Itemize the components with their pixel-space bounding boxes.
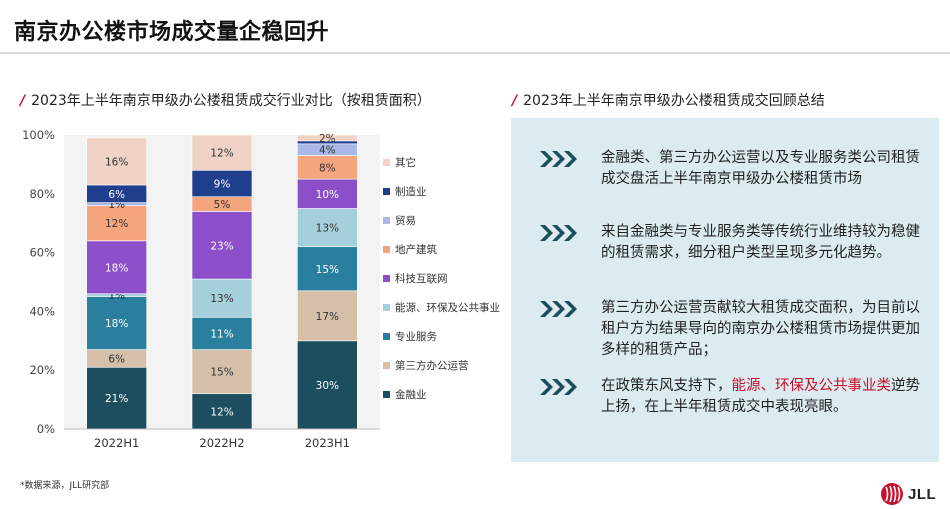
x-tick-label: 2023H1 xyxy=(305,436,350,450)
legend-swatch xyxy=(383,304,390,311)
jll-logo-text: JLL xyxy=(908,485,937,503)
summary-bullet: 来自金融类与专业服务类等传统行业维持较为稳健的租赁需求，细分租户类型呈现多元化趋… xyxy=(539,222,931,264)
data-label: 18% xyxy=(105,262,128,274)
legend-swatch xyxy=(383,362,390,369)
data-label: 11% xyxy=(210,328,233,340)
legend-label: 地产建筑 xyxy=(395,243,437,256)
y-tick-label: 100% xyxy=(22,128,55,142)
summary-bullet: 在政策东风支持下，能源、环保及公共事业类逆势上扬，在上半年租赁成交中表现亮眼。 xyxy=(539,376,931,418)
bullet-text-before: 在政策东风支持下， xyxy=(601,378,732,394)
data-label: 6% xyxy=(108,353,125,365)
summary-panel: 金融类、第三方办公运营以及专业服务类公司租赁成交盘活上半年南京甲级办公楼租赁市场… xyxy=(511,118,939,462)
data-label: 8% xyxy=(319,162,336,174)
heading-slash-icon: / xyxy=(20,93,26,109)
data-label: 5% xyxy=(214,199,231,211)
legend-swatch xyxy=(383,217,390,224)
bar-segment xyxy=(191,393,253,430)
page-title: 南京办公楼市场成交量企稳回升 xyxy=(14,20,330,45)
legend-swatch xyxy=(383,333,390,340)
bar-segment xyxy=(191,349,253,395)
jll-logo: JLL xyxy=(880,482,936,506)
triple-chevron-icon xyxy=(540,379,577,395)
data-label: 12% xyxy=(105,218,128,230)
chart-heading: / 2023年上半年南京甲级办公楼租赁成交行业对比（按租赁面积） xyxy=(20,90,431,110)
bar-segment xyxy=(191,211,253,280)
data-label: 15% xyxy=(316,264,339,276)
stacked-bar-chart: 0%20%40%60%80%100%21%6%18%1%18%12%1%6%16… xyxy=(22,128,500,450)
data-label: 17% xyxy=(316,311,339,323)
y-tick-label: 60% xyxy=(29,246,55,260)
title-divider xyxy=(0,52,950,54)
chart-heading-text: 2023年上半年南京甲级办公楼租赁成交行业对比（按租赁面积） xyxy=(31,93,431,109)
triple-chevron-icon xyxy=(540,225,577,241)
legend-label: 制造业 xyxy=(395,185,427,198)
legend-swatch xyxy=(383,275,390,282)
summary-bullet-text: 在政策东风支持下，能源、环保及公共事业类逆势上扬，在上半年租赁成交中表现亮眼。 xyxy=(601,376,931,418)
data-label: 18% xyxy=(105,318,128,330)
summary-bullet-text: 来自金融类与专业服务类等传统行业维持较为稳健的租赁需求，细分租户类型呈现多元化趋… xyxy=(601,224,920,261)
data-label: 12% xyxy=(210,406,233,418)
bar-segment xyxy=(297,290,358,342)
bar-segment xyxy=(86,137,147,186)
summary-bullet: 金融类、第三方办公运营以及专业服务类公司租赁成交盘活上半年南京甲级办公楼租赁市场 xyxy=(539,148,931,190)
data-label: 23% xyxy=(210,240,233,252)
legend-swatch xyxy=(383,188,390,195)
x-tick-label: 2022H2 xyxy=(199,436,244,450)
data-label: 10% xyxy=(316,189,339,201)
legend-swatch xyxy=(383,391,390,398)
summary-bullet-text: 金融类、第三方办公运营以及专业服务类公司租赁成交盘活上半年南京甲级办公楼租赁市场 xyxy=(601,150,920,187)
bar-segment xyxy=(297,134,358,142)
data-label: 6% xyxy=(108,189,125,201)
bar-segment xyxy=(191,278,253,318)
legend-label: 贸易 xyxy=(395,215,416,227)
triple-chevron-icon xyxy=(540,301,577,317)
y-tick-label: 40% xyxy=(29,304,55,318)
bar-segment xyxy=(86,296,147,350)
data-label: 2% xyxy=(319,133,336,145)
summary-bullet-text: 第三方办公运营贡献较大租赁成交面积，为目前以租户方为结果导向的南京办公楼租赁市场… xyxy=(601,300,920,358)
data-label: 9% xyxy=(214,179,231,191)
legend-label: 第三方办公运营 xyxy=(395,359,469,372)
triple-chevron-icon xyxy=(540,151,577,167)
data-label: 12% xyxy=(210,148,233,160)
bar-segment xyxy=(297,246,358,292)
y-tick-label: 20% xyxy=(29,363,55,377)
data-label: 4% xyxy=(319,145,336,157)
data-label: 13% xyxy=(316,223,339,235)
legend-label: 能源、环保及公共事业 xyxy=(395,301,500,314)
bullet-text-highlight: 能源、环保及公共事业类 xyxy=(731,378,892,394)
bar-segment xyxy=(86,366,147,430)
legend-label: 科技互联网 xyxy=(395,272,448,285)
y-tick-label: 80% xyxy=(29,187,55,201)
x-tick-label: 2022H1 xyxy=(94,436,139,450)
heading-slash-icon: / xyxy=(512,93,518,109)
summary-heading-text: 2023年上半年南京甲级办公楼租赁成交回顾总结 xyxy=(523,93,825,109)
data-label: 13% xyxy=(210,293,233,305)
data-source-note: *数据来源，JLL研究部 xyxy=(20,481,110,491)
data-label: 30% xyxy=(316,380,339,392)
legend-swatch xyxy=(383,159,390,166)
data-label: 15% xyxy=(210,367,233,379)
legend-label: 其它 xyxy=(395,156,416,169)
y-tick-label: 0% xyxy=(37,422,55,436)
data-label: 16% xyxy=(105,156,128,168)
legend-swatch xyxy=(383,246,390,253)
data-label: 21% xyxy=(105,393,128,405)
legend-label: 专业服务 xyxy=(395,330,437,343)
bar-segment xyxy=(191,169,253,198)
bar-segment xyxy=(191,316,253,350)
bar-segment xyxy=(191,134,253,171)
summary-heading: / 2023年上半年南京甲级办公楼租赁成交回顾总结 xyxy=(512,90,825,110)
bullet-text-after: 逆势上扬，在上半年租赁成交中表现亮眼。 xyxy=(601,378,920,415)
legend-label: 金融业 xyxy=(395,388,427,401)
summary-bullet: 第三方办公运营贡献较大租赁成交面积，为目前以租户方为结果导向的南京办公楼租赁市场… xyxy=(539,298,931,361)
jll-logo-icon xyxy=(881,483,903,505)
